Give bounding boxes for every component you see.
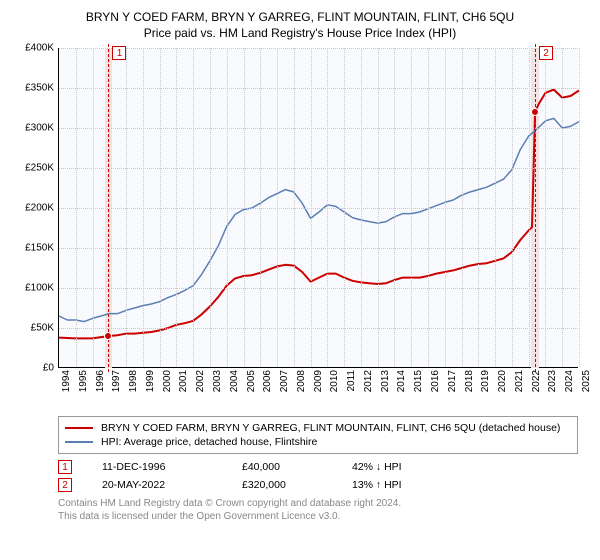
x-axis-label: 2021 bbox=[514, 370, 525, 392]
x-axis-label: 2012 bbox=[363, 370, 374, 392]
chart-container: BRYN Y COED FARM, BRYN Y GARREG, FLINT M… bbox=[0, 0, 600, 560]
chart-marker-badge: 2 bbox=[539, 46, 553, 60]
y-axis-label: £50K bbox=[31, 323, 54, 334]
transaction-delta: 42% ↓ HPI bbox=[352, 461, 402, 473]
x-axis-label: 2025 bbox=[581, 370, 592, 392]
legend-label-property: BRYN Y COED FARM, BRYN Y GARREG, FLINT M… bbox=[101, 422, 560, 434]
x-axis-label: 2003 bbox=[212, 370, 223, 392]
x-axis-label: 2004 bbox=[229, 370, 240, 392]
x-axis-label: 1998 bbox=[128, 370, 139, 392]
y-axis-label: £0 bbox=[43, 363, 54, 374]
transaction-price: £40,000 bbox=[242, 461, 322, 473]
series-line-hpi bbox=[59, 118, 579, 321]
x-axis-label: 2008 bbox=[296, 370, 307, 392]
transaction-dot bbox=[531, 108, 539, 116]
transactions-table: 1 11-DEC-1996 £40,000 42% ↓ HPI 2 20-MAY… bbox=[58, 458, 578, 494]
y-axis-label: £250K bbox=[25, 163, 54, 174]
y-axis-label: £150K bbox=[25, 243, 54, 254]
x-axis-label: 2001 bbox=[178, 370, 189, 392]
transaction-badge: 2 bbox=[58, 478, 72, 492]
transaction-badge: 1 bbox=[58, 460, 72, 474]
legend-swatch-property bbox=[65, 427, 93, 429]
legend-swatch-hpi bbox=[65, 441, 93, 443]
x-axis-label: 2022 bbox=[531, 370, 542, 392]
transaction-date: 20-MAY-2022 bbox=[102, 479, 212, 491]
x-axis-label: 1995 bbox=[78, 370, 89, 392]
x-axis-label: 2020 bbox=[497, 370, 508, 392]
x-axis-label: 2000 bbox=[162, 370, 173, 392]
x-axis-label: 2013 bbox=[380, 370, 391, 392]
x-axis-label: 2024 bbox=[564, 370, 575, 392]
x-axis-label: 2014 bbox=[396, 370, 407, 392]
x-axis-label: 2010 bbox=[329, 370, 340, 392]
chart-title-address: BRYN Y COED FARM, BRYN Y GARREG, FLINT M… bbox=[12, 10, 588, 24]
chart-subtitle: Price paid vs. HM Land Registry's House … bbox=[12, 26, 588, 40]
transaction-date: 11-DEC-1996 bbox=[102, 461, 212, 473]
footer: Contains HM Land Registry data © Crown c… bbox=[58, 498, 578, 523]
chart-marker-badge: 1 bbox=[112, 46, 126, 60]
y-axis-label: £300K bbox=[25, 123, 54, 134]
series-line-property bbox=[59, 90, 579, 339]
chart-area: 12 £0£50K£100K£150K£200K£250K£300K£350K£… bbox=[12, 44, 588, 414]
plot-area: 12 bbox=[58, 48, 578, 368]
transaction-delta: 13% ↑ HPI bbox=[352, 479, 402, 491]
footer-line1: Contains HM Land Registry data © Crown c… bbox=[58, 498, 578, 511]
x-axis-label: 2016 bbox=[430, 370, 441, 392]
x-axis-label: 1994 bbox=[61, 370, 72, 392]
x-axis-label: 2006 bbox=[262, 370, 273, 392]
y-axis-label: £350K bbox=[25, 83, 54, 94]
x-axis-label: 2015 bbox=[413, 370, 424, 392]
x-axis-label: 1997 bbox=[111, 370, 122, 392]
legend: BRYN Y COED FARM, BRYN Y GARREG, FLINT M… bbox=[58, 416, 578, 454]
transaction-row: 2 20-MAY-2022 £320,000 13% ↑ HPI bbox=[58, 476, 578, 494]
y-axis-label: £100K bbox=[25, 283, 54, 294]
x-axis-label: 1999 bbox=[145, 370, 156, 392]
x-axis-label: 2017 bbox=[447, 370, 458, 392]
x-axis-label: 1996 bbox=[95, 370, 106, 392]
footer-line2: This data is licensed under the Open Gov… bbox=[58, 511, 578, 524]
x-axis-label: 2007 bbox=[279, 370, 290, 392]
x-axis-label: 2019 bbox=[480, 370, 491, 392]
x-axis-label: 2005 bbox=[246, 370, 257, 392]
x-axis-label: 2023 bbox=[547, 370, 558, 392]
legend-label-hpi: HPI: Average price, detached house, Flin… bbox=[101, 436, 317, 448]
y-axis-label: £200K bbox=[25, 203, 54, 214]
transaction-price: £320,000 bbox=[242, 479, 322, 491]
transaction-dot bbox=[104, 332, 112, 340]
legend-item-hpi: HPI: Average price, detached house, Flin… bbox=[65, 435, 571, 449]
y-axis-label: £400K bbox=[25, 43, 54, 54]
legend-item-property: BRYN Y COED FARM, BRYN Y GARREG, FLINT M… bbox=[65, 421, 571, 435]
x-axis-label: 2009 bbox=[313, 370, 324, 392]
x-axis-label: 2018 bbox=[464, 370, 475, 392]
x-axis-label: 2011 bbox=[346, 370, 357, 392]
x-axis-label: 2002 bbox=[195, 370, 206, 392]
transaction-row: 1 11-DEC-1996 £40,000 42% ↓ HPI bbox=[58, 458, 578, 476]
